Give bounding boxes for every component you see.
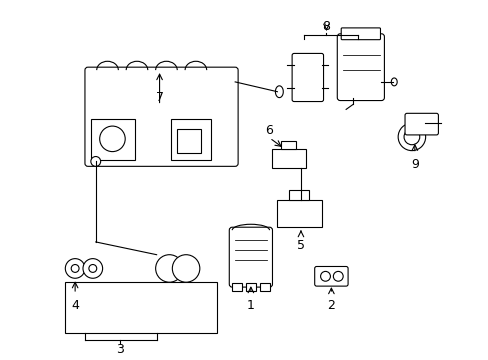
- Bar: [245, 283, 255, 291]
- FancyBboxPatch shape: [229, 227, 272, 287]
- Circle shape: [155, 255, 183, 282]
- Bar: [259, 283, 269, 291]
- FancyBboxPatch shape: [171, 119, 210, 161]
- Text: 1: 1: [246, 299, 254, 312]
- FancyBboxPatch shape: [337, 34, 384, 100]
- Bar: [288, 190, 308, 200]
- Text: 7: 7: [155, 91, 163, 104]
- FancyBboxPatch shape: [341, 28, 380, 40]
- Circle shape: [100, 126, 125, 152]
- FancyBboxPatch shape: [404, 113, 438, 135]
- Circle shape: [89, 265, 97, 273]
- Circle shape: [91, 157, 101, 166]
- FancyBboxPatch shape: [291, 53, 323, 102]
- FancyBboxPatch shape: [85, 67, 238, 166]
- Circle shape: [397, 123, 425, 150]
- Bar: [177, 129, 201, 153]
- Text: 8: 8: [322, 20, 330, 33]
- Text: 4: 4: [71, 299, 79, 312]
- Bar: [281, 141, 295, 149]
- Text: 6: 6: [265, 124, 273, 137]
- FancyBboxPatch shape: [277, 200, 321, 227]
- Text: 2: 2: [327, 299, 335, 312]
- Text: 9: 9: [410, 158, 418, 171]
- Circle shape: [83, 258, 102, 278]
- FancyBboxPatch shape: [271, 149, 305, 168]
- Circle shape: [403, 129, 419, 145]
- Circle shape: [333, 271, 343, 281]
- Text: 5: 5: [296, 239, 305, 252]
- Circle shape: [65, 258, 85, 278]
- Circle shape: [320, 271, 330, 281]
- Text: 3: 3: [116, 343, 124, 356]
- FancyBboxPatch shape: [314, 266, 347, 286]
- Circle shape: [71, 265, 79, 273]
- Bar: [232, 283, 242, 291]
- FancyBboxPatch shape: [91, 119, 135, 161]
- FancyBboxPatch shape: [65, 282, 217, 333]
- Circle shape: [172, 255, 200, 282]
